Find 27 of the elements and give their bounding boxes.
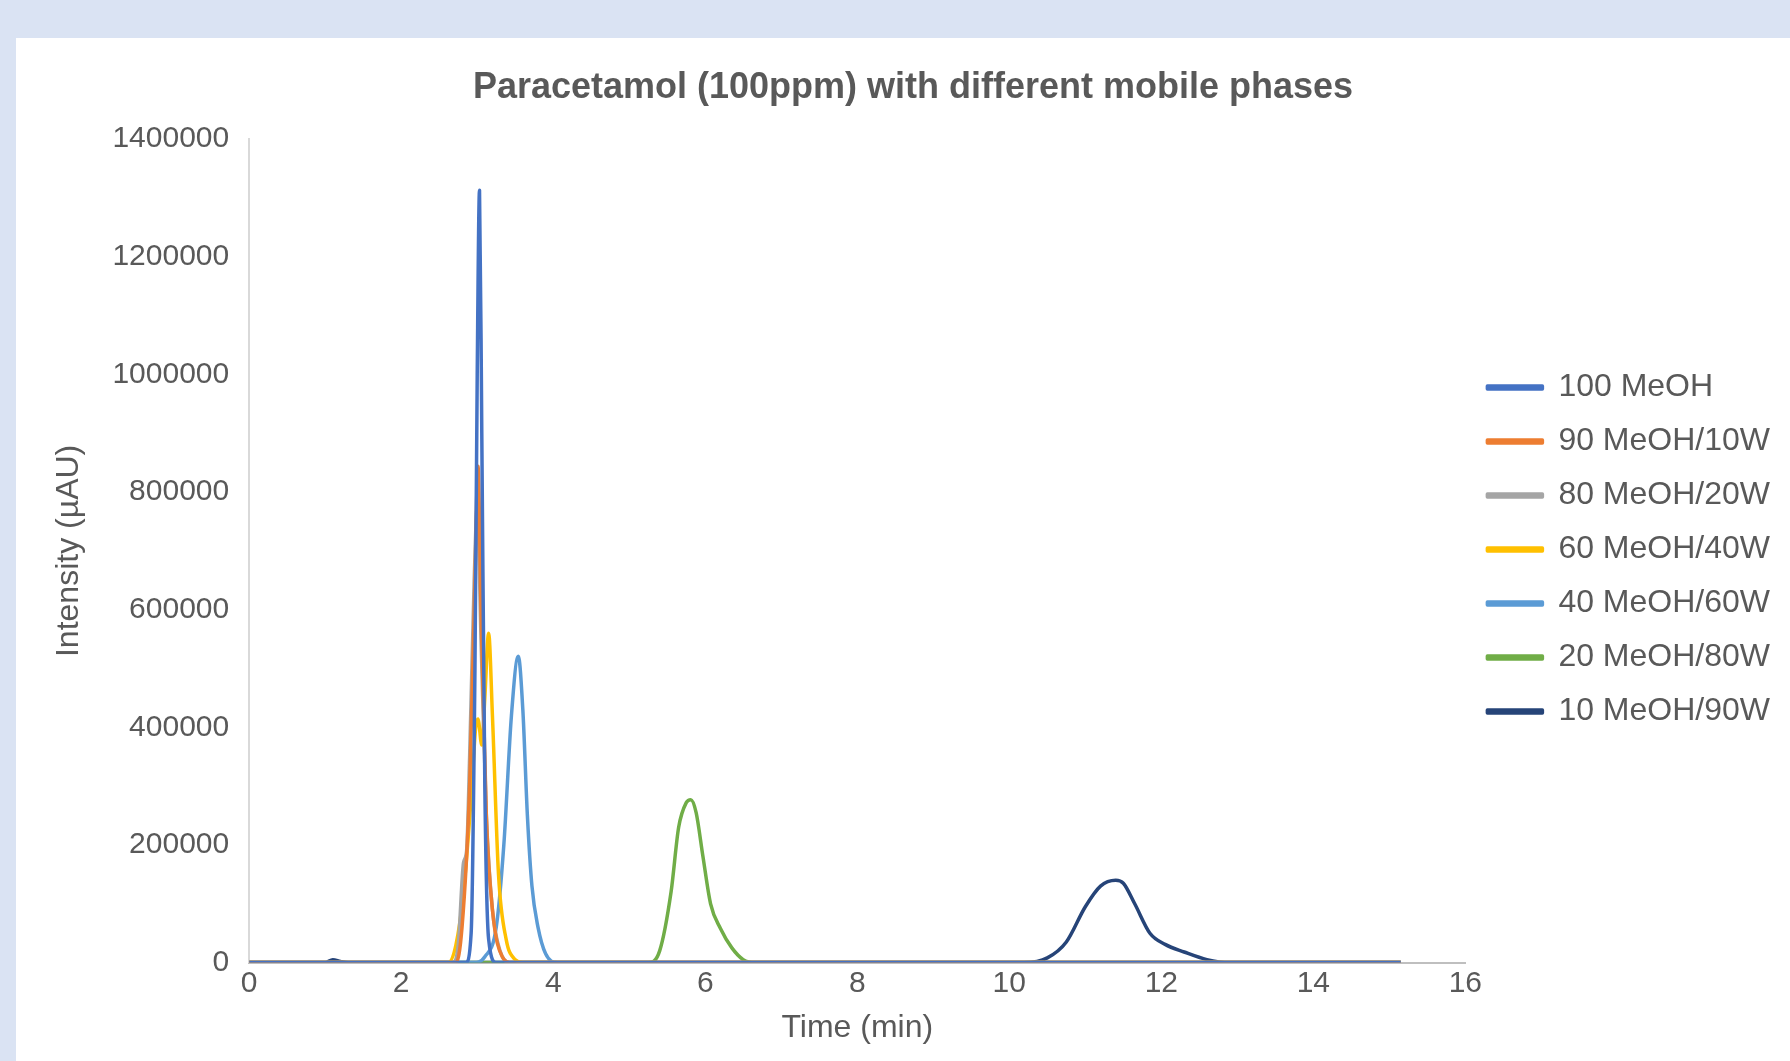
x-axis-title: Time (min): [781, 1007, 934, 1044]
chart-title: Paracetamol (100ppm) with different mobile phases: [472, 64, 1354, 106]
legend-label: 90 MeOH/10W: [1558, 421, 1771, 458]
y-tick-label: 1400000: [112, 120, 230, 154]
y-tick-label: 800000: [129, 473, 230, 507]
x-tick-label: 0: [240, 964, 258, 998]
legend-label: 10 MeOH/90W: [1558, 691, 1771, 728]
legend-label: 40 MeOH/60W: [1558, 583, 1771, 620]
x-tick-label: 2: [392, 964, 410, 998]
y-tick-label: 200000: [129, 826, 230, 860]
legend-label: 80 MeOH/20W: [1558, 475, 1771, 512]
x-tick-label: 12: [1144, 964, 1179, 998]
legend-label: 60 MeOH/40W: [1558, 529, 1771, 566]
y-tick-label: 400000: [129, 708, 230, 742]
x-tick-label: 14: [1296, 964, 1331, 998]
x-tick-label: 6: [696, 964, 714, 998]
y-tick-label: 600000: [129, 590, 230, 624]
x-tick-label: 4: [544, 964, 562, 998]
x-tick-label: 16: [1448, 964, 1483, 998]
y-tick-label: 1000000: [112, 355, 230, 389]
legend-label: 20 MeOH/80W: [1558, 637, 1771, 674]
y-tick-label: 1200000: [112, 238, 230, 272]
x-tick-label: 10: [992, 964, 1026, 998]
legend-label: 100 MeOH: [1558, 367, 1714, 404]
x-tick-label: 8: [848, 964, 866, 998]
y-axis-title: Intensity (µAU): [49, 444, 86, 658]
y-tick-label: 0: [212, 943, 230, 977]
